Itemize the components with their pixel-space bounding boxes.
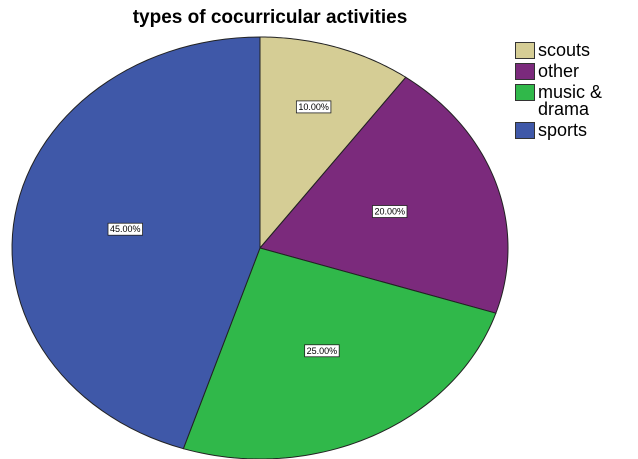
value-label-box [107,222,143,236]
legend-item: music & drama [515,82,635,118]
value-label: 45.00% [110,224,141,234]
legend-item: other [515,61,635,80]
pie-slice [259,36,407,250]
legend-swatch [515,122,535,139]
value-label-box [295,100,332,114]
value-label: 10.00% [298,102,329,112]
legend-item: sports [515,120,635,139]
value-label: 20.00% [374,207,405,217]
value-label-box [304,344,340,358]
value-label-box [372,205,408,218]
pie-slice [259,76,509,314]
legend-swatch [515,42,535,59]
legend-label: music & drama [538,82,603,119]
legend-label: other [538,61,580,81]
value-label: 25.00% [307,346,338,356]
legend-label: sports [538,120,588,140]
value-label-group: 10.00% [295,100,332,114]
legend-swatch [515,84,535,101]
legend-swatch [515,63,535,80]
value-label-group: 25.00% [304,344,340,358]
legend-label: scouts [538,40,591,60]
value-label-group: 45.00% [107,222,143,236]
pie-slice [11,36,261,450]
legend: scouts other music & drama sports [515,40,635,141]
legend-item: scouts [515,40,635,59]
value-label-group: 20.00% [372,205,408,218]
chart-title: types of cocurricular activities [133,7,408,28]
pie-slice [182,247,497,459]
